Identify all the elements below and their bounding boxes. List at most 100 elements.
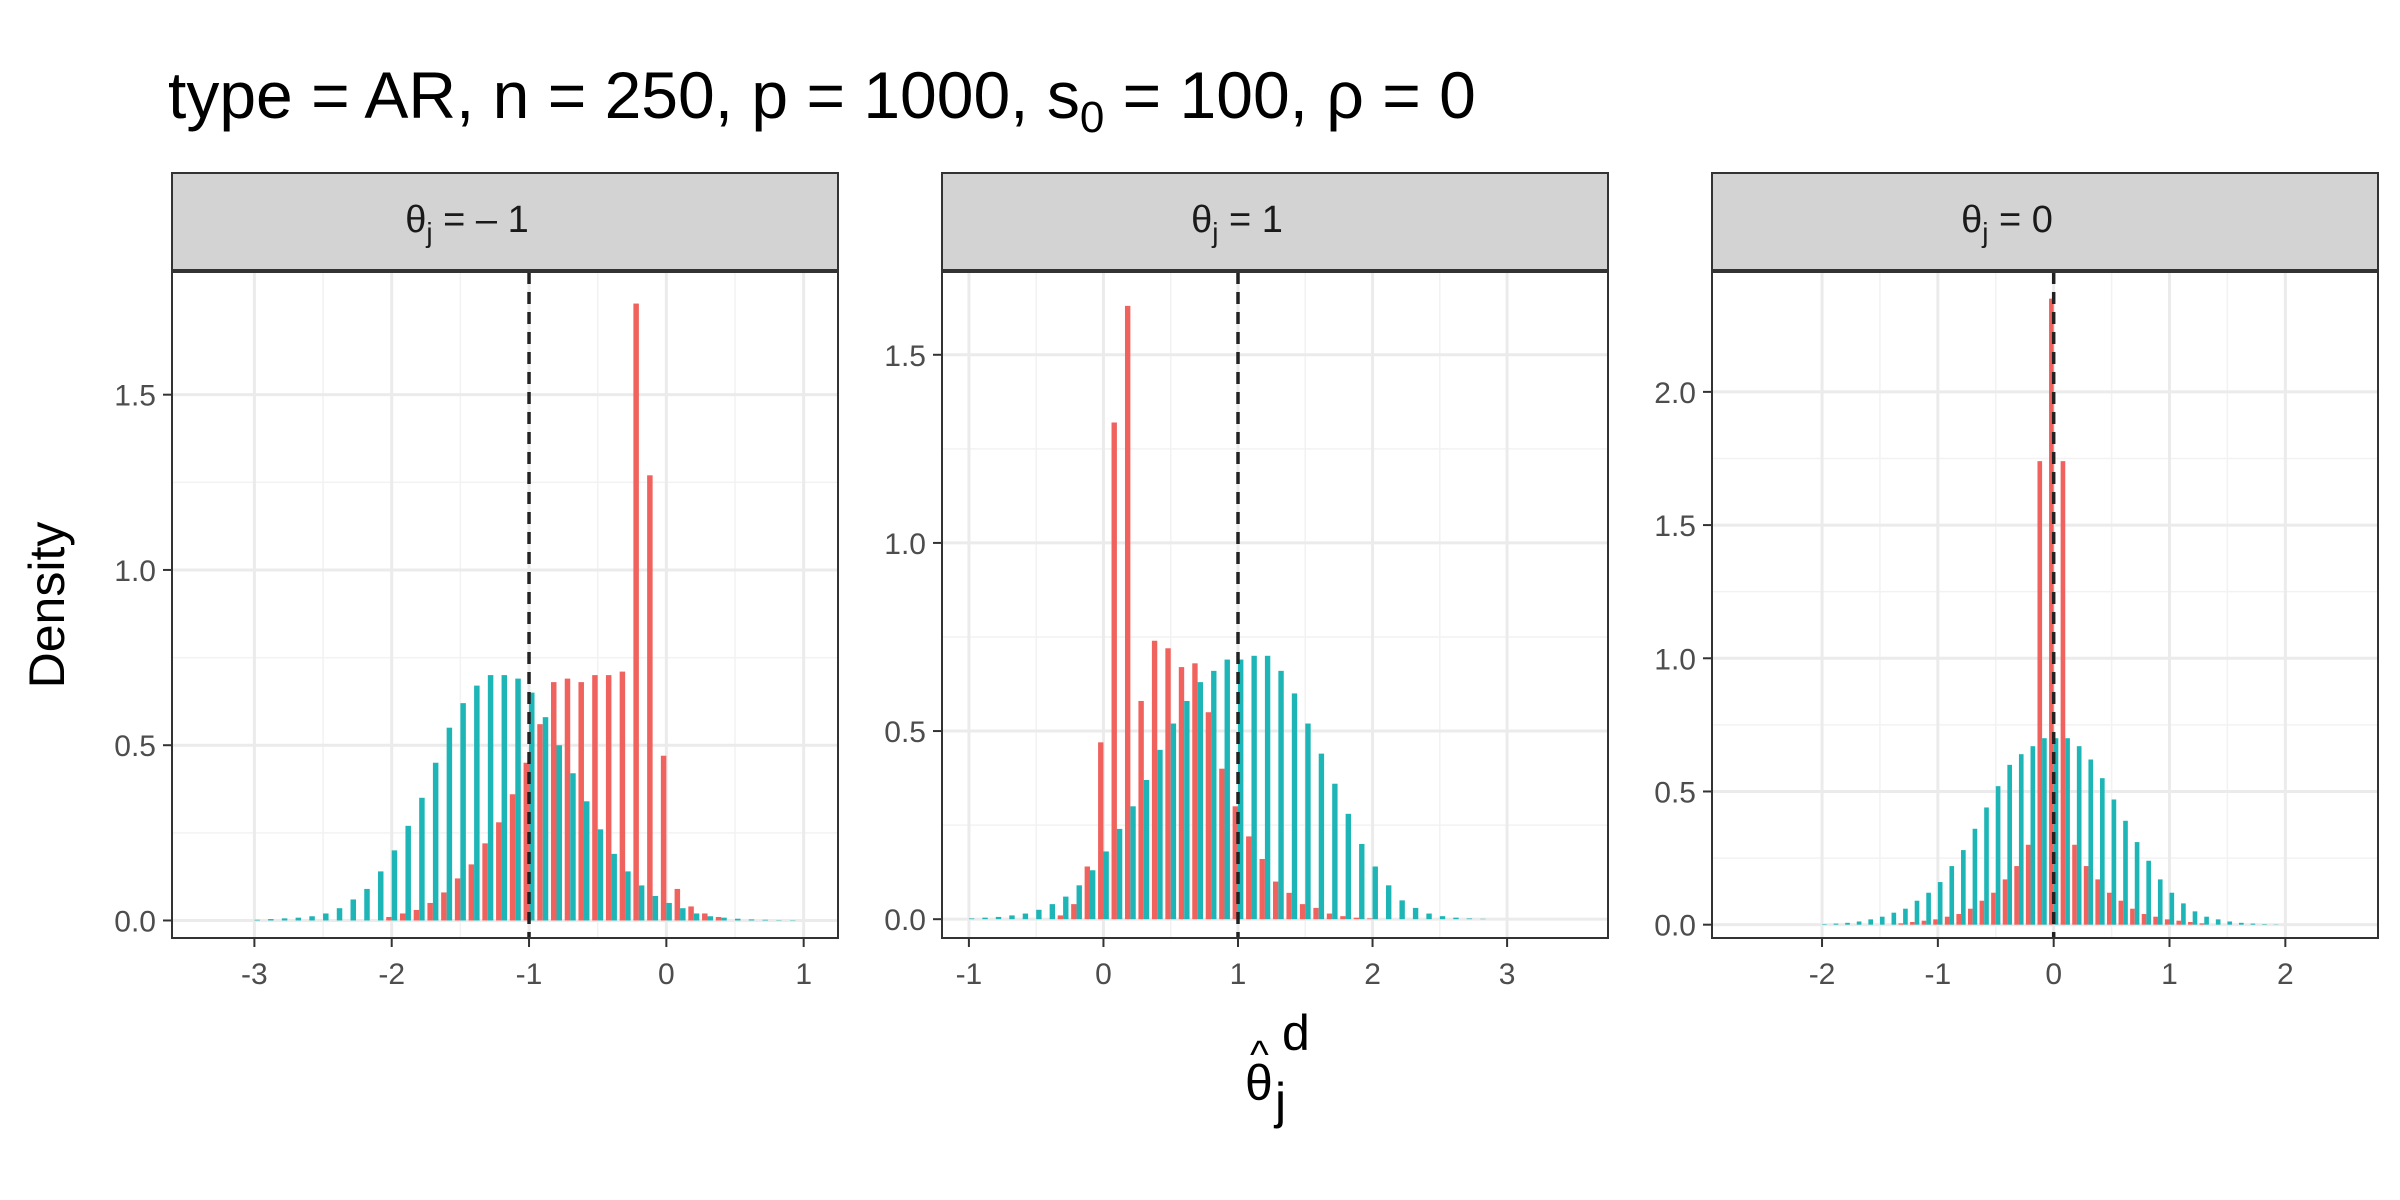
bar-series-b	[391, 850, 398, 921]
bar-series-b	[1291, 693, 1298, 920]
bar-series-a	[1944, 916, 1950, 925]
bar-series-b	[1197, 682, 1204, 920]
bar-series-a	[1124, 305, 1131, 920]
bar-series-a	[1205, 712, 1212, 920]
bar-series-b	[625, 871, 631, 921]
bar-series-b	[1143, 779, 1150, 920]
bar-series-a	[537, 724, 543, 921]
bar-series-b	[1009, 915, 1015, 920]
bar-series-b	[1103, 851, 1109, 920]
bar-series-b	[364, 888, 370, 921]
bar-series-a	[2130, 908, 2135, 925]
bar-series-a	[551, 682, 557, 921]
y-tick-label: 1.5	[114, 380, 156, 413]
bar-series-a	[619, 671, 626, 921]
bar-series-b	[2262, 924, 2267, 925]
bar-series-a	[674, 888, 681, 921]
bar-series-b	[1995, 786, 2001, 925]
bar-series-b	[1278, 670, 1284, 920]
bar-series-a	[427, 902, 433, 921]
bar-series-a	[1921, 920, 1927, 925]
bar-series-a	[1967, 908, 1973, 925]
bar-series-b	[323, 913, 329, 921]
bar-series-b	[1264, 655, 1271, 920]
bar-series-a	[1219, 768, 1225, 920]
bar-series-a	[386, 916, 392, 921]
x-axis-title: θ^ dj	[1245, 1005, 1310, 1129]
bar-series-b	[1345, 813, 1352, 920]
x-tick-label: -1	[956, 958, 983, 991]
panel-border	[1711, 271, 2379, 939]
facet-strip	[1711, 172, 2379, 271]
bar-series-b	[1466, 918, 1473, 920]
bar-series-a	[1991, 892, 1996, 925]
bar-series-a	[1299, 904, 1306, 920]
bar-series-b	[2053, 738, 2059, 925]
bar-series-a	[2118, 900, 2124, 925]
bar-series-b	[309, 916, 315, 921]
bar-series-a	[647, 475, 653, 921]
bar-series-a	[2188, 922, 2193, 925]
bar-series-b	[2146, 860, 2151, 925]
bar-series-b	[982, 917, 988, 920]
bar-series-b	[487, 675, 494, 921]
bar-series-a	[1151, 640, 1158, 920]
bar-series-a	[2153, 916, 2158, 925]
bar-series-b	[254, 919, 260, 921]
bar-series-a	[2083, 866, 2089, 925]
bar-series-b	[735, 918, 741, 921]
bar-series-a	[482, 843, 488, 921]
y-tick-label: 1.5	[884, 340, 926, 373]
bar-series-a	[1367, 918, 1373, 920]
bar-series-b	[1833, 923, 1839, 925]
bar-series-a	[1192, 663, 1198, 920]
x-tick-label: 2	[1364, 958, 1381, 991]
bar-series-b	[1984, 807, 1989, 925]
y-tick-label: 1.0	[884, 528, 926, 561]
facet-strip	[941, 172, 1609, 271]
bar-series-a	[496, 822, 502, 921]
bar-series-b	[1972, 828, 1978, 925]
bar-series-b	[721, 917, 727, 921]
bar-series-a	[441, 892, 447, 921]
bar-series-a	[1071, 904, 1077, 920]
bar-series-b	[1170, 723, 1177, 920]
bar-series-b	[542, 717, 549, 921]
bar-series-b	[1049, 904, 1056, 920]
bar-series-a	[1098, 742, 1104, 920]
panel-border	[171, 271, 839, 939]
bar-series-a	[1057, 915, 1064, 920]
bar-series-a	[1084, 866, 1090, 920]
bar-series-a	[2072, 844, 2077, 925]
bar-series-a	[1232, 806, 1238, 920]
bar-series-b	[2111, 799, 2117, 925]
bar-series-a	[523, 762, 530, 921]
bar-series-b	[1891, 912, 1897, 925]
bar-series-b	[2157, 879, 2163, 925]
bar-series-b	[336, 908, 343, 921]
bar-series-b	[1386, 885, 1392, 920]
bar-series-b	[1372, 866, 1378, 920]
bar-series-b	[1856, 921, 1862, 925]
bar-series-b	[1211, 670, 1217, 920]
bar-series-b	[268, 919, 274, 921]
y-tick-label: 1.0	[1654, 643, 1696, 676]
bar-series-a	[1326, 913, 1333, 920]
bar-series-b	[1116, 828, 1123, 920]
bar-series-b	[1359, 843, 1365, 920]
plot-background	[942, 272, 1608, 938]
x-axis-title-superscript: d	[1282, 1005, 1310, 1061]
x-axis-title-subscript: j	[1273, 1073, 1286, 1129]
bar-series-a	[1178, 667, 1185, 920]
bar-series-b	[1022, 913, 1029, 920]
bar-series-b	[1318, 753, 1325, 920]
bar-series-a	[2060, 461, 2066, 925]
bar-series-b	[1076, 885, 1082, 920]
bar-series-a	[509, 794, 516, 921]
x-tick-label: 0	[658, 958, 675, 991]
bar-series-a	[605, 675, 612, 921]
bar-series-b	[2215, 919, 2221, 925]
x-tick-label: -2	[378, 958, 405, 991]
bar-series-b	[1412, 907, 1419, 920]
